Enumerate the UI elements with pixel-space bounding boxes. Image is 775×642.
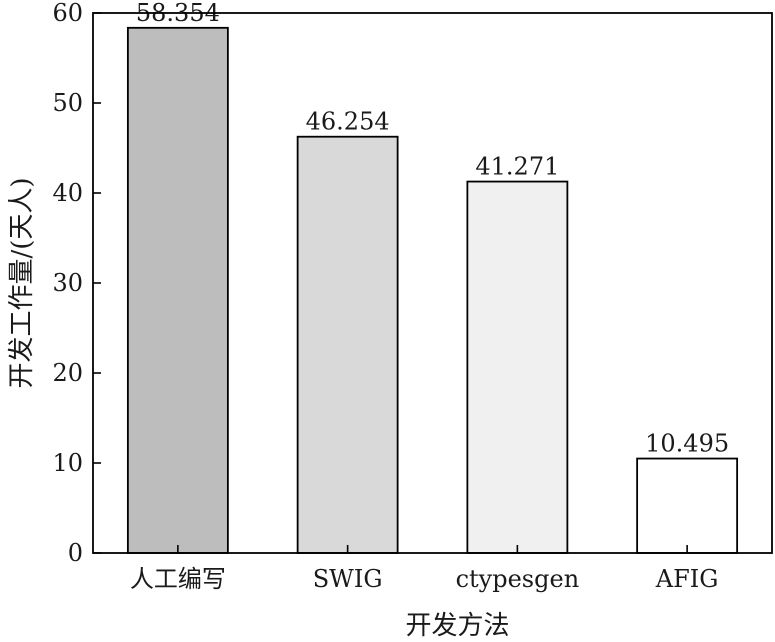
x-category-label-3: AFIG: [655, 565, 719, 593]
y-tick-label: 20: [52, 359, 83, 387]
x-category-label-1: SWIG: [313, 565, 383, 593]
y-tick-label: 10: [52, 449, 83, 477]
x-axis-category-labels: 人工编写 SWIG ctypesgen AFIG: [130, 545, 719, 593]
data-label-3: 10.495: [645, 430, 729, 458]
bar-2: [466, 180, 569, 554]
y-tick-label: 0: [68, 539, 83, 567]
x-category-label-2: ctypesgen: [456, 565, 580, 593]
x-category-label-0: 人工编写: [130, 565, 226, 593]
data-label-1: 46.254: [306, 108, 390, 136]
y-tick-label: 50: [52, 89, 83, 117]
x-axis-title: 开发方法: [405, 611, 509, 641]
bar-0: [126, 26, 229, 554]
bar-1: [296, 135, 399, 554]
y-tick-label: 30: [52, 269, 83, 297]
y-tick-label: 40: [52, 179, 83, 207]
plot-area-frame: [92, 12, 773, 554]
bars: [126, 26, 739, 554]
bar-3: [636, 457, 739, 554]
data-label-2: 41.271: [475, 153, 559, 181]
y-axis-title: 开发工作量/(天人): [7, 177, 37, 388]
y-tick-label: 60: [52, 0, 83, 27]
